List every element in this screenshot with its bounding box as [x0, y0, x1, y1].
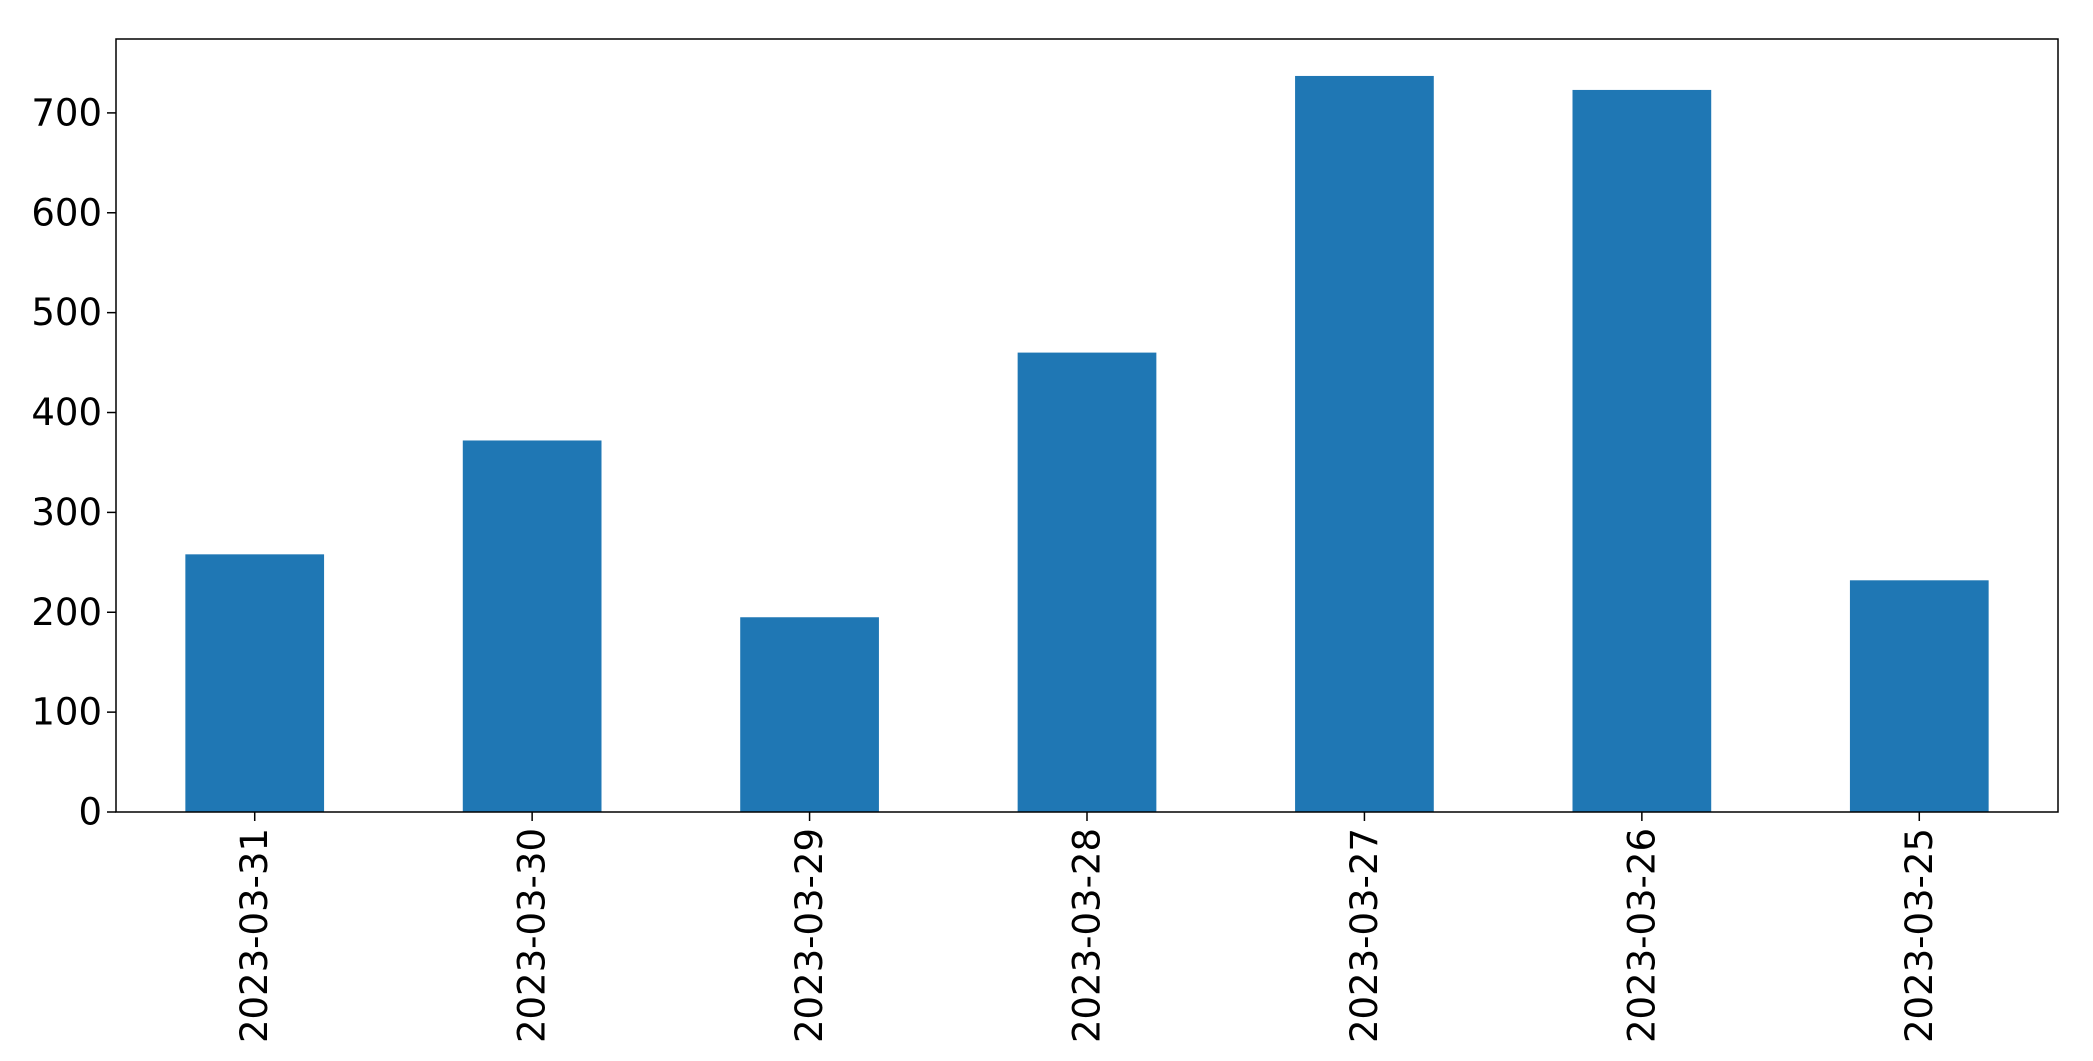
y-tick-label: 100 — [31, 691, 102, 734]
x-tick-label: 2023-03-31 — [233, 828, 276, 1043]
y-tick-label: 0 — [78, 791, 102, 834]
bar-2023-03-31 — [185, 554, 325, 812]
x-tick-label: 2023-03-25 — [1898, 828, 1941, 1043]
y-tick-label: 600 — [31, 191, 102, 234]
plot-frame — [115, 38, 2059, 813]
bar-2023-03-26 — [1572, 89, 1712, 813]
x-tick-label: 2023-03-30 — [511, 828, 554, 1043]
y-axis: 0 100 200 300 400 500 600 700 — [31, 91, 116, 834]
x-tick-label: 2023-03-27 — [1343, 828, 1386, 1043]
x-tick-label: 2023-03-26 — [1620, 828, 1663, 1043]
bar-2023-03-29 — [740, 617, 879, 812]
bar-2023-03-25 — [1849, 580, 1989, 812]
x-axis: 2023-03-31 2023-03-30 2023-03-29 2023-03-28… — [233, 812, 1941, 1043]
y-tick-label: 400 — [31, 391, 102, 434]
bar-2023-03-30 — [462, 440, 602, 812]
y-tick-label: 200 — [31, 591, 102, 634]
bar-2023-03-28 — [1017, 352, 1157, 812]
x-tick-label: 2023-03-29 — [788, 828, 831, 1043]
bars-group — [185, 75, 1989, 813]
bar-2023-03-27 — [1295, 75, 1434, 812]
y-tick-label: 700 — [31, 91, 102, 134]
y-tick-label: 500 — [31, 291, 102, 334]
x-tick-label: 2023-03-28 — [1066, 828, 1109, 1043]
y-tick-label: 300 — [31, 491, 102, 534]
